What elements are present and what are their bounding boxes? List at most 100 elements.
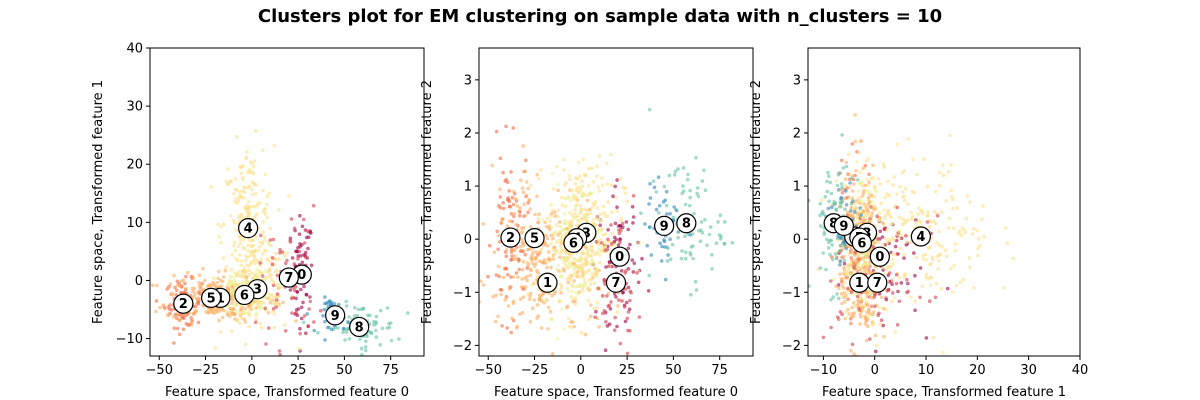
x-axis-label: Feature space, Transformed feature 1 — [822, 385, 1066, 400]
scatter-point-cluster-7 — [258, 261, 262, 265]
cluster-center-label-2: 2 — [179, 297, 188, 312]
scatter-point-cluster-6 — [571, 296, 575, 301]
scatter-point-cluster-8 — [850, 176, 854, 181]
scatter-point-cluster-8 — [716, 220, 720, 224]
scatter-point-cluster-4 — [592, 281, 597, 285]
scatter-point-cluster-1 — [197, 273, 202, 278]
y-axis-label: Feature space, Transformed feature 2 — [749, 80, 764, 324]
scatter-point-cluster-3 — [599, 212, 603, 216]
scatter-point-cluster-2 — [509, 170, 513, 174]
scatter-point-cluster-0 — [615, 324, 619, 329]
scatter-point-cluster-8 — [374, 320, 378, 324]
scatter-point-cluster-4 — [562, 260, 567, 264]
scatter-point-cluster-7 — [804, 286, 808, 290]
scatter-point-cluster-8 — [722, 241, 727, 246]
scatter-point-cluster-7 — [635, 271, 639, 275]
scatter-point-cluster-8 — [826, 170, 830, 175]
scatter-point-cluster-5 — [239, 307, 243, 312]
scatter-point-cluster-6 — [227, 283, 231, 287]
scatter-point-cluster-4 — [231, 218, 236, 223]
scatter-point-cluster-2 — [154, 299, 159, 303]
scatter-point-cluster-3 — [843, 280, 847, 285]
scatter-point-cluster-1 — [572, 279, 576, 283]
scatter-point-cluster-8 — [683, 234, 687, 238]
scatter-point-cluster-9 — [848, 181, 852, 185]
scatter-point-cluster-4 — [921, 257, 926, 261]
scatter-point-cluster-3 — [283, 254, 287, 259]
scatter-point-cluster-6 — [254, 311, 259, 316]
scatter-point-cluster-5 — [521, 169, 526, 174]
scatter-point-cluster-4 — [243, 186, 247, 190]
scatter-point-cluster-8 — [692, 211, 696, 216]
scatter-point-cluster-4 — [233, 248, 238, 253]
scatter-point-cluster-7 — [894, 272, 899, 277]
scatter-point-cluster-8 — [828, 180, 833, 185]
scatter-point-cluster-3 — [865, 300, 869, 305]
scatter-point-cluster-0 — [902, 256, 906, 260]
scatter-point-cluster-3 — [878, 182, 883, 186]
scatter-point-cluster-1 — [545, 236, 550, 241]
scatter-point-cluster-0 — [608, 260, 612, 265]
scatter-point-cluster-2 — [857, 258, 861, 262]
scatter-point-cluster-1 — [882, 334, 886, 339]
scatter-point-cluster-1 — [528, 267, 533, 272]
scatter-point-cluster-4 — [931, 335, 936, 340]
cluster-center-label-7: 7 — [611, 276, 620, 291]
cluster-center-label-1: 1 — [855, 276, 864, 291]
scatter-point-cluster-5 — [510, 316, 514, 321]
scatter-point-cluster-1 — [542, 258, 547, 262]
scatter-point-cluster-1 — [546, 327, 550, 331]
scatter-point-cluster-7 — [620, 299, 624, 303]
scatter-point-cluster-6 — [845, 290, 850, 295]
scatter-point-cluster-3 — [602, 210, 606, 215]
scatter-point-cluster-9 — [645, 243, 649, 248]
scatter-point-cluster-4 — [539, 168, 543, 172]
scatter-point-cluster-5 — [860, 194, 865, 198]
scatter-point-cluster-4 — [245, 150, 249, 154]
scatter-point-cluster-6 — [567, 261, 572, 266]
scatter-point-cluster-8 — [651, 179, 656, 183]
scatter-point-cluster-8 — [841, 166, 846, 170]
scatter-point-cluster-9 — [659, 259, 664, 263]
scatter-point-cluster-4 — [601, 233, 606, 237]
scatter-point-cluster-5 — [880, 221, 885, 225]
scatter-point-cluster-4 — [225, 167, 230, 171]
scatter-point-cluster-4 — [595, 305, 599, 310]
scatter-point-cluster-2 — [868, 264, 872, 269]
x-axis-label: Feature space, Transformed feature 0 — [165, 385, 409, 400]
scatter-point-cluster-7 — [277, 349, 282, 353]
scatter-point-cluster-4 — [601, 245, 605, 249]
scatter-point-cluster-0 — [616, 243, 621, 247]
scatter-point-cluster-7 — [840, 312, 844, 317]
scatter-point-cluster-8 — [680, 191, 684, 196]
scatter-point-cluster-6 — [873, 187, 878, 192]
scatter-point-cluster-9 — [346, 320, 351, 325]
scatter-point-cluster-7 — [928, 299, 932, 304]
x-tick-label: 25 — [290, 363, 307, 378]
scatter-point-cluster-6 — [849, 172, 853, 177]
scatter-point-cluster-4 — [940, 210, 944, 214]
scatter-point-cluster-4 — [254, 129, 258, 133]
scatter-point-cluster-0 — [308, 295, 312, 299]
scatter-point-cluster-4 — [243, 247, 247, 251]
scatter-point-cluster-6 — [271, 300, 275, 305]
scatter-point-cluster-8 — [821, 251, 826, 255]
scatter-point-cluster-6 — [857, 199, 861, 203]
scatter-point-cluster-0 — [618, 237, 622, 241]
x-tick-label: 50 — [665, 363, 682, 378]
scatter-point-cluster-4 — [568, 177, 572, 182]
scatter-point-cluster-4 — [866, 183, 870, 187]
scatter-point-cluster-8 — [353, 305, 357, 310]
scatter-point-cluster-7 — [284, 261, 288, 266]
scatter-point-cluster-4 — [583, 173, 588, 177]
scatter-point-cluster-4 — [234, 274, 238, 279]
scatter-point-cluster-2 — [521, 287, 525, 291]
scatter-point-cluster-4 — [593, 203, 597, 207]
scatter-point-cluster-4 — [897, 184, 902, 189]
scatter-point-cluster-6 — [577, 284, 582, 289]
scatter-point-cluster-4 — [219, 240, 223, 245]
scatter-point-cluster-7 — [625, 316, 630, 321]
scatter-point-cluster-4 — [872, 184, 877, 189]
scatter-point-cluster-4 — [926, 213, 930, 218]
